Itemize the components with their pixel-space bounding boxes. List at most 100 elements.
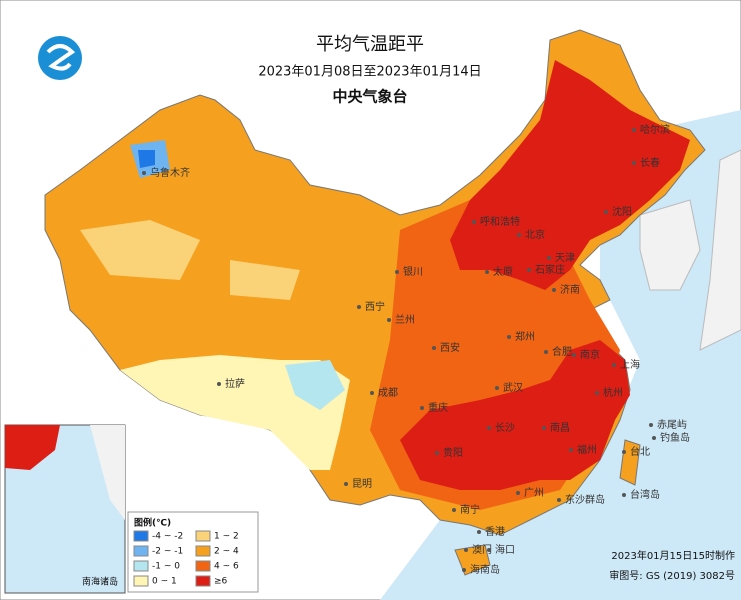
city-label: 南京: [580, 348, 600, 361]
city-label: 台北: [630, 445, 650, 458]
city-label: 太原: [493, 265, 513, 278]
city-label: 兰州: [395, 313, 415, 326]
region-hot-se: [400, 340, 630, 490]
city-dot: [544, 350, 548, 354]
city-label: 南宁: [460, 503, 480, 516]
city-dot: [435, 451, 439, 455]
footer-made: 2023年01月15日15时制作: [611, 549, 735, 562]
legend-swatch: [133, 560, 149, 572]
city-dot: [542, 426, 546, 430]
city-label: 西宁: [365, 300, 385, 313]
city-dot: [432, 346, 436, 350]
city-dot: [344, 482, 348, 486]
city-dot: [357, 305, 361, 309]
city-label: 台湾岛: [630, 488, 660, 501]
city-dot: [547, 256, 551, 260]
city-dot: [507, 335, 511, 339]
city-dot: [595, 391, 599, 395]
footer-approval: 审图号: GS (2019) 3082号: [609, 569, 735, 582]
city-dot: [370, 391, 374, 395]
city-dot: [142, 171, 146, 175]
city-dot: [569, 448, 573, 452]
city-dot: [217, 382, 221, 386]
city-dot: [472, 220, 476, 224]
city-label: 赤尾屿: [657, 419, 687, 431]
city-dot: [604, 210, 608, 214]
city-dot: [652, 436, 656, 440]
region-hot-ne: [450, 60, 690, 290]
legend-swatch: [195, 575, 211, 587]
city-dot: [632, 161, 636, 165]
city-label: 昆明: [352, 478, 372, 490]
legend-swatch: [195, 545, 211, 557]
city-label: 天津: [555, 252, 575, 264]
inset-label: 南海诸岛: [82, 576, 118, 588]
city-dot: [572, 353, 576, 357]
city-dot: [395, 270, 399, 274]
legend-box: [127, 511, 259, 593]
city-dot: [649, 423, 653, 427]
city-dot: [420, 406, 424, 410]
city-label: 北京: [525, 228, 545, 241]
city-label: 成都: [378, 387, 398, 399]
city-label: 福州: [577, 443, 597, 456]
city-label: 郑州: [515, 330, 535, 343]
legend-swatch: [133, 545, 149, 557]
city-dot: [516, 491, 520, 495]
city-label: 香港: [485, 526, 505, 538]
city-label: 南昌: [550, 421, 570, 434]
city-label: 上海: [620, 358, 640, 371]
city-dot: [477, 530, 481, 534]
city-label: 广州: [524, 487, 544, 499]
city-dot: [464, 548, 468, 552]
city-label: 杭州: [603, 386, 623, 399]
city-dot: [485, 270, 489, 274]
city-label: 长春: [640, 157, 660, 169]
subtitle: 2023年01月08日至2023年01月14日: [258, 65, 481, 80]
legend-title: 图例(℃): [134, 517, 171, 529]
city-dot: [495, 386, 499, 390]
city-label: 澳门: [472, 543, 492, 556]
city-label: 西安: [440, 341, 460, 354]
legend-label: ≥6: [214, 577, 228, 587]
inset-land: [5, 425, 60, 470]
city-label: 呼和浩特: [480, 216, 520, 228]
legend-swatch: [195, 560, 211, 572]
legend-label: 1 ~ 2: [214, 532, 239, 542]
city-label: 武汉: [503, 381, 523, 394]
city-label: 乌鲁木齐: [150, 166, 190, 179]
organization: 中央气象台: [332, 88, 407, 106]
city-label: 济南: [560, 283, 580, 296]
city-label: 拉萨: [225, 377, 245, 390]
legend-swatch: [133, 530, 149, 542]
city-label: 重庆: [428, 401, 448, 414]
city-label: 钓鱼岛: [660, 431, 690, 444]
hainan: [454, 544, 491, 576]
city-label: 贵阳: [443, 446, 463, 459]
legend-label: 2 ~ 4: [214, 547, 239, 557]
region-coldest: [138, 150, 155, 168]
legend-label: -1 ~ 0: [152, 562, 180, 572]
logo-mark: [46, 44, 76, 71]
city-label: 海口: [495, 543, 515, 556]
city-dot: [632, 128, 636, 132]
city-dot: [622, 450, 626, 454]
city-label: 银川: [403, 265, 423, 278]
city-dot: [387, 318, 391, 322]
city-dot: [622, 493, 626, 497]
city-dot: [517, 233, 521, 237]
city-label: 沈阳: [612, 205, 632, 218]
city-label: 合肥: [552, 345, 572, 358]
legend-label: 4 ~ 6: [214, 562, 239, 572]
city-dot: [612, 363, 616, 367]
city-dot: [552, 288, 556, 292]
legend-swatch: [133, 575, 149, 587]
city-label: 东沙群岛: [565, 493, 605, 506]
city-dot: [487, 426, 491, 430]
legend-label: -4 ~ -2: [152, 532, 183, 542]
city-dot: [527, 268, 531, 272]
city-dot: [452, 508, 456, 512]
inset-land-east: [90, 425, 125, 520]
city-label: 哈尔滨: [640, 123, 670, 136]
